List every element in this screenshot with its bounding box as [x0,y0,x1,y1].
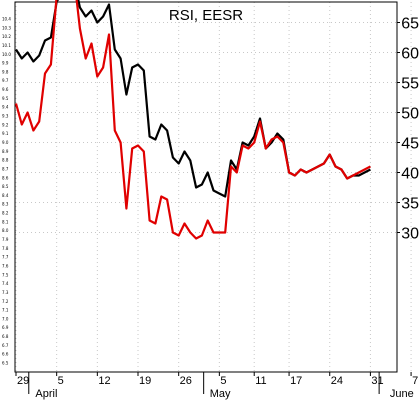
left-axis-label: 8.8 [2,158,9,163]
left-axis-label: 8.3 [2,202,9,207]
left-axis: 10.4 10.3 10.2 10.1 10.0 9.9 9.8 9.7 9.6 9.5 9.4 9.… [2,17,11,366]
left-axis-label: 9.6 [2,87,9,92]
x-tick-label: 5 [220,375,226,387]
y-tick-label: 50 [401,106,419,123]
left-axis-label: 6.5 [2,361,9,366]
left-axis-label: 9.5 [2,96,9,101]
y-tick-label: 45 [401,136,419,153]
y-tick-label: 60 [401,46,419,63]
x-tick-label: 26 [180,375,192,387]
y-tick-label: 40 [401,166,419,183]
left-axis-label: 7.3 [2,290,9,295]
month-labels: April May June [35,388,413,400]
y-tick-label: 30 [401,226,419,243]
left-axis-label: 8.4 [2,193,9,198]
left-axis-label: 9.2 [2,122,9,127]
month-label: May [210,388,231,400]
left-axis-label: 8.2 [2,211,9,216]
left-axis-label: 7.8 [2,246,9,251]
y-tick-label: 55 [401,76,419,93]
series-line-2 [14,0,371,240]
x-tick-label: 19 [139,375,151,387]
x-tick-label: 7 [412,375,418,387]
left-axis-label: 7.9 [2,237,9,242]
left-axis-label: 10.2 [2,34,11,39]
left-axis-label: 8.1 [2,219,9,224]
left-axis-label: 9.3 [2,114,9,119]
left-axis-label: 6.8 [2,334,9,339]
grid [15,2,412,372]
x-tick-label: 12 [98,375,110,387]
left-axis-label: 10.4 [2,17,11,22]
left-axis-label: 8.7 [2,166,9,171]
left-axis-label: 7.2 [2,299,9,304]
left-axis-label: 7.7 [2,255,9,260]
left-axis-label: 6.6 [2,352,9,357]
left-axis-label: 8.0 [2,228,9,233]
left-axis-label: 7.0 [2,316,9,321]
plot-frame [14,1,398,373]
left-axis-label: 8.5 [2,184,9,189]
left-axis-label: 7.4 [2,281,9,286]
left-axis-label: 10.1 [2,43,11,48]
left-axis-label: 9.9 [2,61,9,66]
x-tick-label: 5 [58,375,64,387]
chart-title: RSI, EESR [169,7,243,24]
left-axis-label: 9.8 [2,69,9,74]
month-label: June [390,388,414,400]
x-tick-label: 17 [290,375,302,387]
x-tick-label: 24 [331,375,343,387]
left-axis-label: 6.9 [2,325,9,330]
left-axis-label: 6.7 [2,343,9,348]
y-tick-label: 65 [401,16,419,33]
x-tick-label: 31 [371,375,383,387]
x-tick-label: 11 [255,375,266,387]
left-axis-label: 10.3 [2,25,11,30]
left-axis-label: 9.4 [2,105,9,110]
y-tick-label: 70 [401,0,419,3]
right-axis: 30354045505560657075 [397,0,419,243]
left-axis-label: 9.0 [2,140,9,145]
series-layer [14,0,371,240]
left-axis-label: 9.1 [2,131,9,136]
x-tick-label: 29 [17,375,29,387]
left-axis-label: 7.1 [2,308,9,313]
left-axis-label: 7.5 [2,272,9,277]
left-axis-label: 8.6 [2,175,9,180]
left-axis-label: 7.6 [2,263,9,268]
left-axis-label: 9.7 [2,78,9,83]
y-tick-label: 35 [401,196,419,213]
month-label: April [35,388,57,400]
left-axis-label: 10.0 [2,52,11,57]
x-axis: 295121926511172431714 [15,372,418,394]
left-axis-label: 8.9 [2,149,9,154]
